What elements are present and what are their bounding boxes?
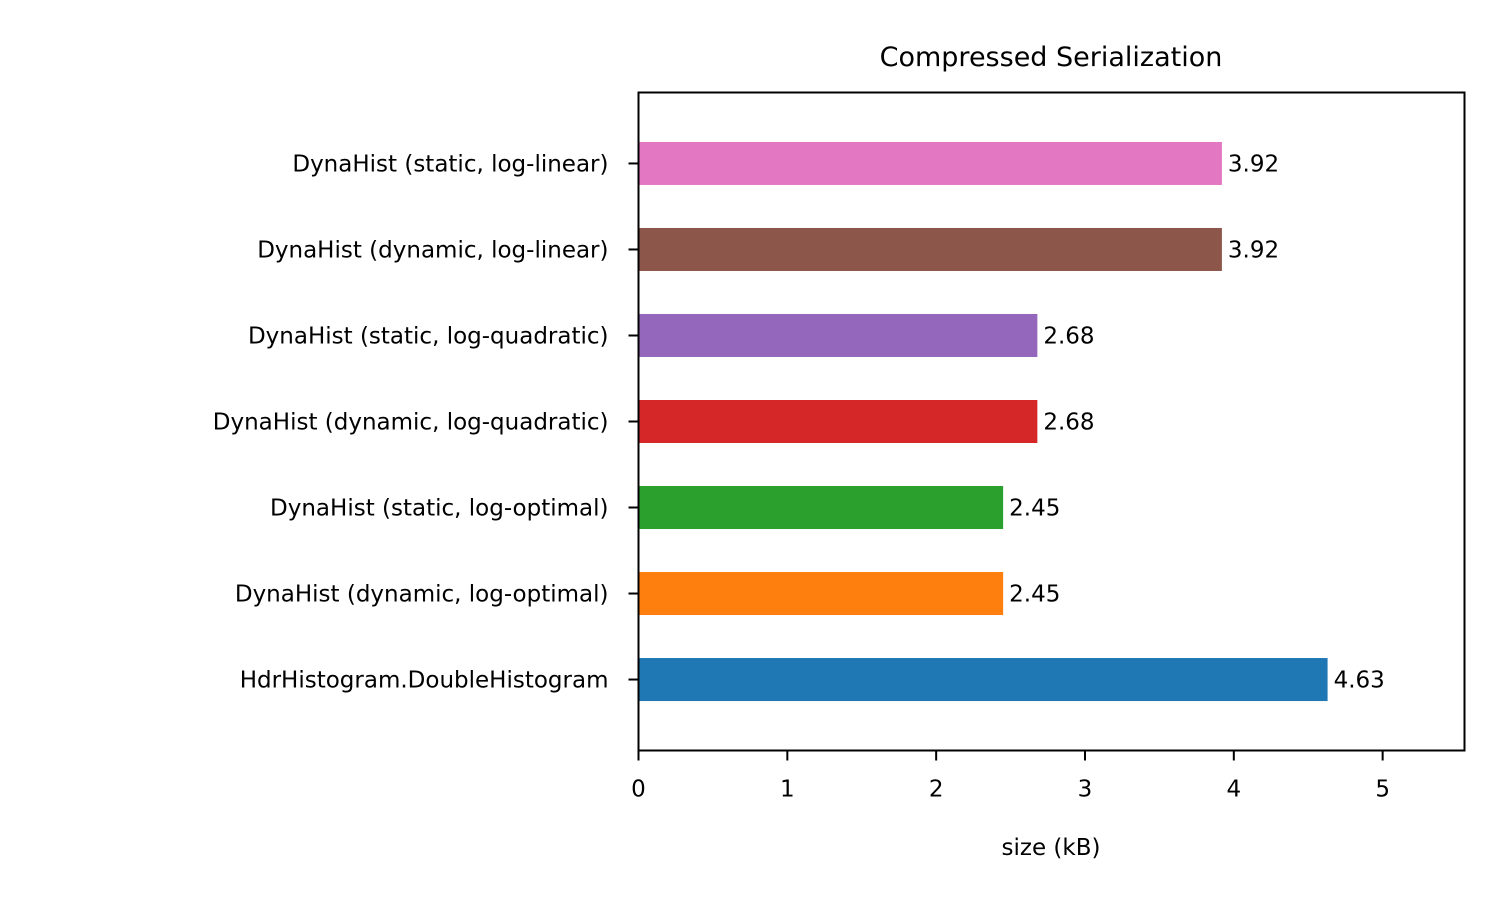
bar-value-label: 4.63 xyxy=(1334,668,1385,694)
bar xyxy=(638,658,1328,702)
x-tick-label: 5 xyxy=(1375,777,1390,803)
bar xyxy=(638,227,1222,271)
y-tick-label: DynaHist (static, log-quadratic) xyxy=(248,323,609,349)
bars-layer: 4.63 2.45 2.45 2.68 2.68 3.92 3.92 xyxy=(638,141,1385,702)
y-tick-label: DynaHist (static, log-optimal) xyxy=(270,496,608,522)
bar xyxy=(638,141,1222,185)
x-tick-label: 3 xyxy=(1078,777,1093,803)
plot-frame xyxy=(637,91,1466,752)
bar xyxy=(638,399,1038,444)
bar-value-label: 3.92 xyxy=(1228,237,1279,263)
y-tick-label: DynaHist (dynamic, log-optimal) xyxy=(235,582,609,608)
y-axis-ticks: HdrHistogram.DoubleHistogram DynaHist (dy… xyxy=(213,151,639,694)
y-tick-label: DynaHist (static, log-linear) xyxy=(292,151,608,177)
y-tick-label: DynaHist (dynamic, log-quadratic) xyxy=(213,410,609,436)
x-tick-label: 1 xyxy=(780,777,795,803)
bar-value-label: 2.68 xyxy=(1043,410,1094,436)
x-axis-ticks: 0 1 2 3 4 5 xyxy=(631,750,1390,803)
bar-value-label: 2.45 xyxy=(1009,582,1060,608)
chart-title: Compressed Serialization xyxy=(880,42,1223,73)
bar-value-label: 2.68 xyxy=(1043,323,1094,349)
bar xyxy=(638,313,1038,357)
y-tick-label: DynaHist (dynamic, log-linear) xyxy=(257,237,608,263)
bar-value-label: 3.92 xyxy=(1228,151,1279,177)
x-tick-label: 2 xyxy=(929,777,944,803)
bar-value-label: 2.45 xyxy=(1009,496,1060,522)
x-tick-label: 4 xyxy=(1226,777,1241,803)
x-axis-label: size (kB) xyxy=(1002,835,1101,861)
y-tick-label: HdrHistogram.DoubleHistogram xyxy=(240,668,609,694)
bar xyxy=(638,572,1004,616)
x-tick-label: 0 xyxy=(631,777,646,803)
bar xyxy=(638,486,1004,530)
